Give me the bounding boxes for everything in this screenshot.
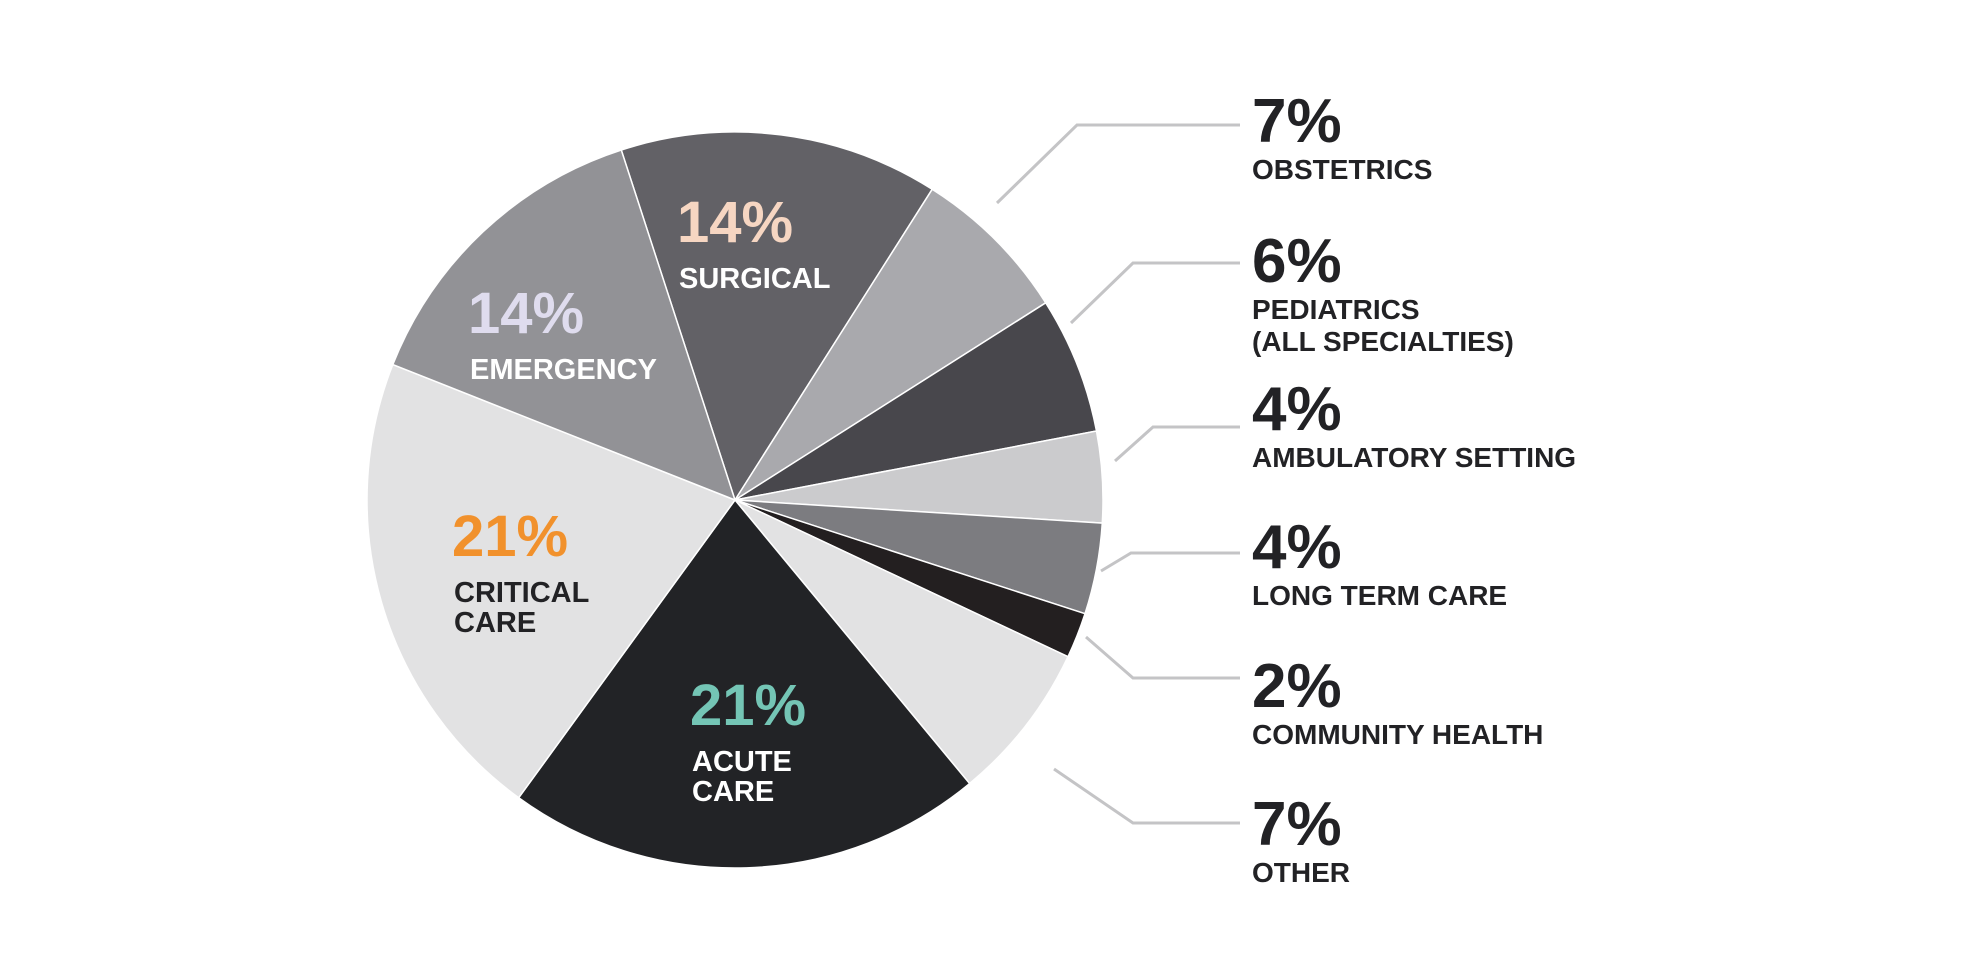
value-label-acute-care: 21% <box>690 673 806 738</box>
leader-line-long-term-care <box>1100 551 1240 573</box>
category-label-acute-care: CARE <box>692 776 774 808</box>
pie-slice-critical-care <box>366 363 737 799</box>
category-label-acute-care: ACUTE <box>692 746 792 778</box>
category-label-surgical: SURGICAL <box>679 263 830 295</box>
leader-line-other <box>1053 767 1240 825</box>
leader-line-community-health <box>1085 635 1240 680</box>
category-label-emergency: EMERGENCY <box>470 354 657 386</box>
category-label-pediatrics-all-specialties: (ALL SPECIALTIES) <box>1252 326 1514 357</box>
category-label-community-health: COMMUNITY HEALTH <box>1252 719 1543 750</box>
leader-line-ambulatory-setting <box>1113 425 1240 463</box>
value-label-emergency: 14% <box>468 281 584 346</box>
category-label-pediatrics-all-specialties: PEDIATRICS <box>1252 294 1420 325</box>
leader-line-obstetrics <box>995 123 1240 205</box>
category-label-other: OTHER <box>1252 857 1350 888</box>
category-label-obstetrics: OBSTETRICS <box>1252 154 1432 185</box>
pie-slice-obstetrics <box>734 188 1047 501</box>
category-label-ambulatory-setting: AMBULATORY SETTING <box>1252 442 1576 473</box>
pie-slice-acute-care <box>517 498 971 869</box>
pie-slice-other <box>734 499 1069 785</box>
value-label-ambulatory-setting: 4% <box>1252 375 1342 444</box>
pie-slice-pediatrics-all-specialties <box>734 301 1098 501</box>
pie-slices <box>366 131 1104 869</box>
value-label-critical-care: 21% <box>452 504 568 569</box>
pie-slice-surgical <box>620 131 934 502</box>
category-label-critical-care: CRITICAL <box>454 577 589 609</box>
category-label-critical-care: CARE <box>454 607 536 639</box>
pie-slice-emergency <box>391 149 737 502</box>
value-label-surgical: 14% <box>677 190 793 255</box>
value-label-pediatrics-all-specialties: 6% <box>1252 227 1342 296</box>
value-label-other: 7% <box>1252 790 1342 859</box>
value-label-community-health: 2% <box>1252 652 1342 721</box>
leader-line-pediatrics-all-specialties <box>1069 261 1240 325</box>
value-label-obstetrics: 7% <box>1252 87 1342 156</box>
value-label-long-term-care: 4% <box>1252 513 1342 582</box>
category-label-long-term-care: LONG TERM CARE <box>1252 580 1507 611</box>
